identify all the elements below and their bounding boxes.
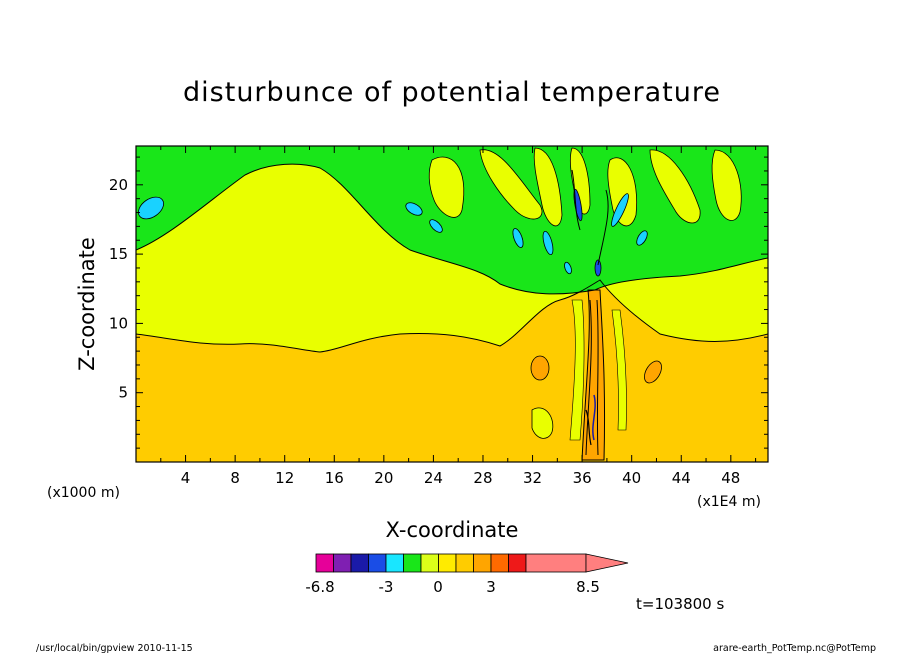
cyan-blob-9 [564,261,572,275]
colorbar-label: 3 [486,578,496,596]
colorbar [315,553,629,573]
contour-green-boundary [136,163,768,295]
time-label: t=103800 s [636,595,724,613]
colorbar-swatch [403,553,422,573]
chart-title: disturbunce of potential temperature [183,77,721,108]
colorbar-swatch [490,553,509,573]
footer-right: arare-earth_PotTemp.nc@PotTemp [713,643,876,654]
contour-orange-boundary [136,279,768,353]
x-unit-right: (x1E4 m) [697,494,761,510]
colorbar-label: -6.8 [305,578,334,596]
cyan-blob-3 [512,228,524,248]
x-tick-label: 4 [181,469,191,487]
colorbar-swatch [525,553,587,573]
x-tick-label: 24 [424,469,443,487]
colorbar-swatch [473,553,492,573]
orange-blob-1 [530,355,550,381]
cyan-blob-6 [611,193,629,227]
colorbar-swatch [455,553,474,573]
x-tick-label: 28 [473,469,492,487]
x-axis-ticks: 4 8 12 16 20 24 28 32 36 40 44 48 [160,146,757,487]
upper-contour-1 [571,169,581,231]
cyan-blob-left [138,196,164,220]
footer-left: /usr/local/bin/gpview 2010-11-15 [36,643,193,654]
x-tick-label: 32 [523,469,542,487]
colorbar-swatch [508,553,527,573]
y-axis-ticks: 5 10 15 20 [109,156,768,449]
colorbar-labels: -6.8 -3 0 3 8.5 [305,578,600,596]
region-yellow-tongue-2 [479,149,543,220]
cyan-blob-2 [429,219,443,233]
cyan-blob-1 [405,202,423,216]
x-tick-label: 48 [721,469,740,487]
cyan-blob-8 [594,259,602,277]
plume-contour-3 [592,394,596,441]
colorbar-swatch [315,553,334,573]
y-tick-label: 15 [109,245,128,263]
x-tick-label: 40 [622,469,641,487]
x-tick-label: 16 [325,469,344,487]
orange-blob-2 [644,360,662,384]
x-unit-left: (x1000 m) [47,485,120,501]
colorbar-swatch [420,553,439,573]
y-tick-label: 5 [118,384,128,402]
colorbar-arrow [585,553,629,573]
x-axis-label: X-coordinate [386,518,519,542]
upper-contour-2 [597,189,609,266]
y-tick-label: 10 [109,314,128,332]
plume-contour-1 [585,299,592,456]
yellow-blob-lower [531,407,554,439]
colorbar-swatch [438,553,457,573]
colorbar-swatch [368,553,387,573]
plume-contour-2 [596,299,599,456]
y-axis-label: Z-coordinate [75,237,99,371]
cyan-blob-5 [573,188,583,222]
colorbar-label: 0 [433,578,443,596]
plot-frame [135,145,769,463]
x-tick-label: 36 [573,469,592,487]
plot-area [135,145,769,463]
region-yellow-tongue-3 [533,147,563,227]
x-tick-label: 8 [230,469,240,487]
cyan-blob-7 [636,230,648,246]
x-tick-label: 12 [275,469,294,487]
region-yellow-tongue-5 [649,149,701,224]
region-yellow-tongue-6 [711,149,742,221]
x-tick-label: 44 [672,469,691,487]
yellow-column-2 [611,309,627,431]
y-tick-label: 20 [109,176,128,194]
x-tick-label: 20 [374,469,393,487]
colorbar-swatch [385,553,404,573]
region-yellow-tongue-4 [607,157,638,227]
cyan-blob-4 [542,230,554,256]
region-yellow-tongue-7 [569,147,591,215]
colorbar-swatch [350,553,369,573]
colorbar-swatch [333,553,352,573]
colorbar-label: 8.5 [576,578,600,596]
plume-contour-4 [585,409,592,446]
yellow-column [569,299,585,441]
region-yellow-tongue-1 [428,156,465,218]
colorbar-label: -3 [379,578,394,596]
